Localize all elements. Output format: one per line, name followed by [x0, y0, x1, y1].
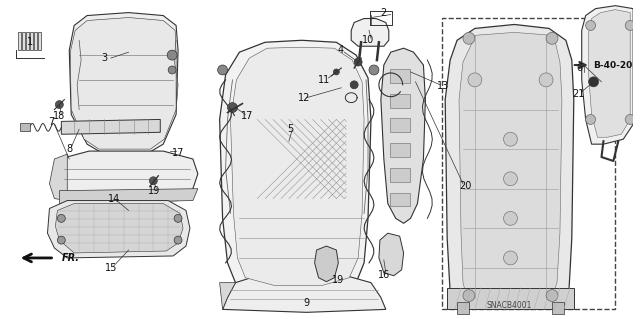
Text: 17: 17 — [172, 148, 184, 158]
Text: 1: 1 — [27, 37, 33, 47]
Text: 3: 3 — [101, 53, 107, 63]
Text: B-40-20: B-40-20 — [593, 61, 633, 70]
Polygon shape — [220, 283, 236, 309]
Polygon shape — [379, 233, 404, 276]
Polygon shape — [315, 246, 339, 282]
Circle shape — [369, 65, 379, 75]
Circle shape — [504, 132, 517, 146]
Text: 10: 10 — [362, 35, 374, 45]
Circle shape — [58, 236, 65, 244]
Polygon shape — [49, 154, 67, 201]
Text: 8: 8 — [66, 144, 72, 154]
Polygon shape — [351, 19, 388, 46]
Circle shape — [468, 73, 482, 87]
Polygon shape — [22, 32, 25, 50]
Polygon shape — [47, 201, 190, 258]
Text: 20: 20 — [459, 181, 471, 191]
Polygon shape — [29, 32, 33, 50]
Text: 11: 11 — [318, 75, 331, 85]
Polygon shape — [34, 32, 36, 50]
Text: 19: 19 — [332, 275, 344, 285]
Polygon shape — [457, 302, 469, 314]
Text: 13: 13 — [437, 81, 449, 91]
Text: SNACB4001: SNACB4001 — [487, 301, 532, 310]
Polygon shape — [54, 151, 198, 204]
Circle shape — [504, 211, 517, 225]
Circle shape — [463, 290, 475, 301]
Circle shape — [504, 172, 517, 186]
Polygon shape — [582, 6, 633, 144]
Circle shape — [218, 65, 228, 75]
Polygon shape — [223, 276, 386, 312]
Polygon shape — [61, 119, 160, 134]
Circle shape — [504, 251, 517, 265]
Polygon shape — [459, 32, 562, 303]
Polygon shape — [60, 189, 198, 204]
Circle shape — [228, 103, 237, 113]
Polygon shape — [589, 10, 630, 137]
Circle shape — [586, 20, 596, 30]
Polygon shape — [38, 32, 40, 50]
Bar — [390, 193, 410, 206]
Polygon shape — [26, 32, 29, 50]
Circle shape — [546, 290, 558, 301]
Circle shape — [463, 32, 475, 44]
Circle shape — [354, 58, 362, 66]
Circle shape — [586, 115, 596, 124]
Bar — [390, 168, 410, 182]
Circle shape — [625, 20, 635, 30]
Text: 9: 9 — [303, 299, 310, 308]
Text: 18: 18 — [53, 111, 65, 122]
Polygon shape — [230, 47, 364, 286]
Bar — [390, 143, 410, 157]
Polygon shape — [18, 32, 20, 50]
Circle shape — [625, 115, 635, 124]
Polygon shape — [447, 288, 574, 309]
Text: 16: 16 — [378, 270, 390, 280]
Circle shape — [174, 236, 182, 244]
Circle shape — [333, 69, 339, 75]
Circle shape — [589, 77, 598, 87]
Bar — [390, 118, 410, 132]
Polygon shape — [381, 48, 426, 223]
Circle shape — [546, 32, 558, 44]
Polygon shape — [220, 40, 371, 293]
Bar — [390, 94, 410, 108]
Bar — [442, 18, 615, 309]
Text: 12: 12 — [298, 93, 310, 103]
Text: 17: 17 — [241, 111, 253, 122]
Text: 15: 15 — [104, 263, 117, 273]
Circle shape — [167, 50, 177, 60]
Text: 2: 2 — [381, 8, 387, 18]
Polygon shape — [445, 25, 574, 309]
Text: 6: 6 — [577, 63, 583, 73]
Circle shape — [539, 73, 553, 87]
Text: 14: 14 — [108, 194, 120, 204]
Circle shape — [168, 66, 176, 74]
Circle shape — [350, 81, 358, 89]
Circle shape — [149, 177, 157, 185]
Text: 7: 7 — [48, 117, 54, 127]
Bar — [390, 69, 410, 83]
Circle shape — [56, 100, 63, 108]
Text: 19: 19 — [148, 186, 161, 196]
Polygon shape — [70, 18, 176, 149]
Polygon shape — [56, 204, 183, 253]
Text: FR.: FR. — [61, 253, 79, 263]
Polygon shape — [69, 12, 178, 154]
Polygon shape — [552, 302, 564, 314]
Circle shape — [58, 214, 65, 222]
Text: 4: 4 — [337, 45, 344, 55]
Text: 21: 21 — [573, 89, 585, 99]
Circle shape — [174, 214, 182, 222]
Text: 5: 5 — [287, 124, 293, 134]
Polygon shape — [20, 123, 29, 131]
